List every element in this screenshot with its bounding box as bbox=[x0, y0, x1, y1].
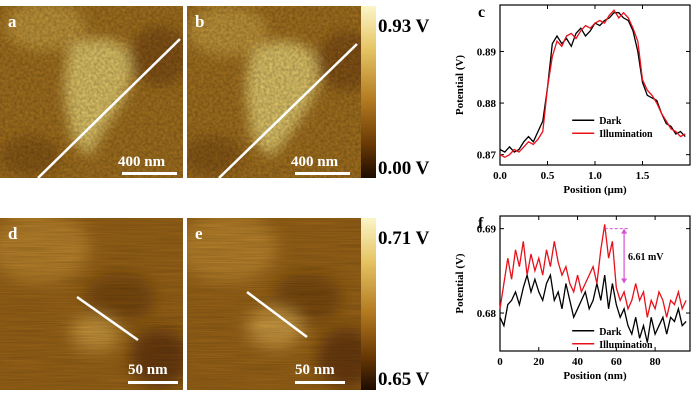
legend-label: Dark bbox=[599, 116, 622, 127]
colorbar-bottom-min: 0.65 V bbox=[378, 369, 430, 390]
series-line-dark bbox=[499, 12, 686, 153]
scale-label-e: 50 nm bbox=[295, 362, 335, 378]
colorbar-top-min: 0.00 V bbox=[378, 158, 430, 179]
scale-bar-b bbox=[295, 172, 350, 175]
line-profile-marker bbox=[246, 291, 308, 338]
colorbar-top-max: 0.93 V bbox=[378, 16, 430, 37]
panel-letter-c: c bbox=[478, 4, 485, 21]
x-tick-label: 0.5 bbox=[541, 170, 555, 182]
annotation-arrowhead-top bbox=[621, 228, 628, 234]
plot-frame bbox=[499, 215, 691, 352]
afm-image-a-graphic bbox=[0, 6, 183, 178]
scale-label-d: 50 nm bbox=[128, 362, 168, 378]
legend-label: Illumination bbox=[599, 340, 653, 351]
y-tick-label: 0.88 bbox=[477, 98, 497, 110]
x-tick-label: 80 bbox=[650, 356, 662, 368]
scale-bar-a bbox=[122, 172, 177, 175]
scale-label-b: 400 nm bbox=[291, 154, 339, 170]
y-tick-label: 0.69 bbox=[477, 224, 497, 236]
x-tick-label: 1.0 bbox=[588, 170, 602, 182]
line-profile-marker bbox=[218, 43, 358, 178]
afm-image-a: a 400 nm bbox=[0, 6, 183, 178]
colorbar-bottom bbox=[361, 218, 376, 390]
afm-image-e: e 50 nm bbox=[187, 218, 370, 390]
x-tick-label: 20 bbox=[533, 356, 545, 368]
x-axis-label: Position (μm) bbox=[563, 184, 627, 196]
panel-letter-f: f bbox=[478, 215, 484, 232]
x-tick-label: 40 bbox=[572, 356, 584, 368]
x-tick-label: 0.0 bbox=[493, 170, 507, 182]
y-axis-label: Potential (V) bbox=[455, 253, 466, 314]
plot-frame bbox=[499, 4, 691, 166]
colorbar-top bbox=[361, 6, 376, 178]
legend-label: Illumination bbox=[599, 129, 653, 140]
series-line-dark bbox=[499, 272, 687, 343]
y-tick-label: 0.68 bbox=[477, 308, 497, 320]
panel-letter-e: e bbox=[195, 224, 203, 243]
annotation-label: 6.61 mV bbox=[628, 252, 664, 263]
panel-letter-d: d bbox=[8, 224, 18, 243]
legend-label: Dark bbox=[599, 327, 622, 338]
series-line-illumination bbox=[499, 9, 686, 159]
line-profile-marker bbox=[76, 295, 139, 342]
panel-letter-b: b bbox=[195, 12, 205, 31]
y-tick-label: 0.89 bbox=[477, 46, 497, 58]
y-tick-label: 0.87 bbox=[477, 150, 497, 162]
scale-bar-d bbox=[128, 381, 178, 384]
chart-f: f 0 20 40 60 80 0.68 0.69 Position (nm) Potential… bbox=[455, 215, 691, 382]
x-tick-label: 60 bbox=[611, 356, 623, 368]
scale-label-a: 400 nm bbox=[118, 154, 166, 170]
chart-c: c 0.0 0.5 1.0 1.5 0.87 0.88 0.89 Position (μm) Po… bbox=[455, 4, 691, 196]
panel-letter-a: a bbox=[8, 12, 17, 31]
x-tick-label: 1.5 bbox=[636, 170, 650, 182]
afm-image-b: b 400 nm bbox=[187, 6, 370, 178]
afm-image-e-graphic bbox=[187, 218, 370, 390]
y-axis-label: Potential (V) bbox=[455, 55, 466, 116]
afm-image-d-graphic bbox=[0, 218, 183, 390]
line-profile-marker bbox=[37, 38, 181, 178]
series-line-illumination bbox=[499, 224, 687, 318]
colorbar-bottom-max: 0.71 V bbox=[378, 228, 430, 249]
afm-image-d: d 50 nm bbox=[0, 218, 183, 390]
scale-bar-e bbox=[295, 381, 345, 384]
annotation-arrowhead-bottom bbox=[621, 278, 628, 284]
x-tick-label: 0 bbox=[497, 356, 503, 368]
afm-image-b-graphic bbox=[187, 6, 370, 178]
x-axis-label: Position (nm) bbox=[563, 370, 627, 382]
